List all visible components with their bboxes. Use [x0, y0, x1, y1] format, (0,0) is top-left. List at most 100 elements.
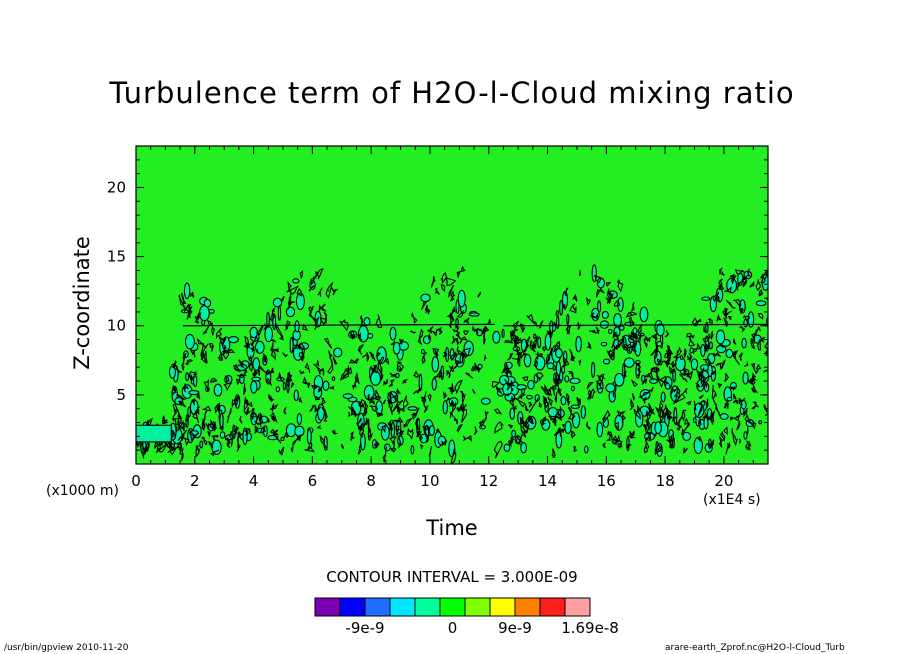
contour-cell-positive	[289, 336, 294, 354]
contour-line	[318, 304, 325, 311]
contour-line	[445, 276, 457, 286]
contour-line	[553, 428, 562, 437]
contour-line	[362, 401, 369, 416]
contour-line	[568, 303, 577, 314]
contour-line	[411, 311, 418, 325]
contour-cell-positive	[294, 425, 305, 437]
contour-line	[375, 314, 383, 329]
contour-line	[676, 346, 683, 356]
x-tick-label: 10	[420, 472, 439, 490]
contour-line	[565, 393, 570, 402]
contour-line	[332, 356, 338, 365]
contour-line	[233, 395, 240, 408]
contour-cell-positive	[692, 417, 697, 424]
contour-interval-label: CONTOUR INTERVAL = 3.000E-09	[326, 568, 578, 586]
contour-line	[552, 410, 560, 419]
contour-line	[606, 349, 612, 360]
contour-cell-positive	[468, 312, 480, 317]
contour-cell-positive	[632, 327, 638, 335]
contour-line	[376, 351, 382, 357]
contour-cell-positive	[395, 372, 400, 379]
chart-title: Turbulence term of H2O-l-Cloud mixing ra…	[109, 76, 795, 110]
contour-cell-positive	[375, 400, 383, 416]
contour-line	[456, 265, 466, 279]
contour-line	[731, 428, 738, 447]
contour-line	[380, 365, 384, 381]
contour-line	[391, 399, 404, 413]
contour-line	[758, 288, 763, 297]
contour-cell-positive	[410, 445, 415, 455]
contour-line	[755, 325, 761, 335]
contour-line	[727, 315, 733, 321]
contour-line	[431, 328, 441, 337]
contour-line	[723, 286, 732, 293]
contour-line	[535, 351, 540, 361]
contour-line	[210, 449, 220, 457]
contour-line	[738, 326, 746, 333]
contour-line	[702, 412, 709, 421]
contour-cell-positive	[679, 355, 684, 361]
contour-line	[214, 403, 220, 414]
contour-line	[672, 350, 678, 361]
contour-line	[376, 411, 384, 418]
contour-line	[553, 340, 561, 353]
contour-cell-positive	[649, 378, 658, 385]
contour-line	[631, 342, 637, 354]
x-tick-label: 4	[249, 472, 259, 490]
contour-line	[549, 382, 559, 391]
contour-line	[511, 329, 514, 334]
contour-line	[235, 425, 240, 431]
contour-line	[178, 441, 183, 450]
contour-line	[586, 296, 591, 306]
contour-line	[180, 362, 185, 372]
y-tick-label: 15	[107, 248, 126, 266]
contour-cell-positive	[407, 406, 418, 411]
contour-line	[210, 434, 219, 441]
colorbar-swatch	[464, 597, 491, 617]
contour-line	[495, 385, 503, 395]
contour-cell-positive	[726, 396, 733, 402]
contour-line	[512, 339, 524, 345]
contour-cell-positive	[526, 394, 533, 400]
contour-line	[697, 435, 701, 442]
contour-line	[451, 335, 456, 345]
contour-line	[628, 337, 635, 343]
contour-line	[448, 284, 455, 298]
contour-line	[446, 369, 451, 379]
contour-line	[441, 439, 447, 447]
contour-line	[739, 307, 745, 315]
contour-line	[695, 368, 707, 379]
contour-line	[692, 342, 702, 355]
contour-line	[190, 291, 195, 298]
contour-line	[506, 393, 512, 397]
contour-line	[267, 418, 270, 423]
contour-line	[656, 374, 665, 389]
colorbar-swatch	[439, 597, 466, 617]
contour-line	[723, 317, 728, 327]
contour-line	[348, 358, 360, 364]
contour-line	[278, 446, 285, 456]
contour-line	[644, 436, 650, 442]
contour-line	[647, 432, 652, 442]
contour-line	[557, 406, 562, 422]
contour-line	[252, 370, 258, 378]
contour-line	[463, 317, 470, 325]
contour-line	[455, 324, 460, 331]
contour-line	[546, 329, 553, 339]
contour-line	[676, 424, 682, 432]
contour-line	[493, 440, 503, 459]
contour-line	[226, 441, 231, 449]
contour-line	[318, 386, 323, 393]
contour-line	[450, 351, 457, 361]
contour-line	[155, 443, 167, 454]
contour-line	[323, 419, 328, 422]
contour-line	[686, 332, 695, 339]
contour-line	[319, 316, 327, 325]
colorbar-swatch	[564, 597, 591, 617]
contour-line	[745, 440, 752, 450]
contour-line	[357, 441, 362, 455]
contour-cell-positive	[584, 445, 589, 454]
contour-line	[246, 428, 251, 433]
contour-line	[323, 337, 333, 349]
contour-line	[170, 360, 178, 368]
